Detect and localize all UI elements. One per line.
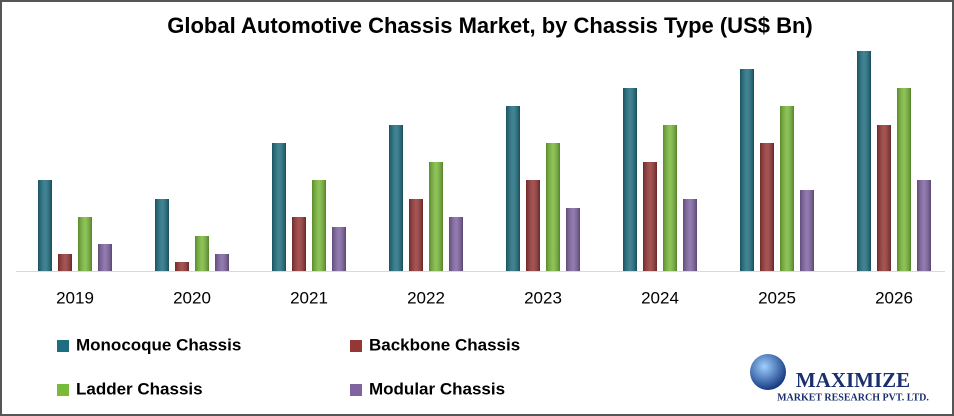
bar xyxy=(449,217,463,271)
legend-swatch xyxy=(350,384,362,396)
bar xyxy=(195,236,209,271)
bar xyxy=(332,227,346,271)
logo-subtitle: MARKET RESEARCH PVT. LTD. xyxy=(777,392,929,403)
logo-globe xyxy=(750,354,786,390)
x-tick-label: 2026 xyxy=(875,288,913,307)
x-tick-label: 2020 xyxy=(173,288,211,307)
bar xyxy=(663,125,677,271)
bar xyxy=(312,180,326,271)
bar xyxy=(409,199,423,271)
bar xyxy=(566,208,580,271)
legend-label: Backbone Chassis xyxy=(369,335,520,354)
legend-swatch xyxy=(350,340,362,352)
bar xyxy=(78,217,92,271)
bar xyxy=(58,254,72,271)
bar xyxy=(917,180,931,271)
legend-label: Modular Chassis xyxy=(369,379,505,398)
bar xyxy=(740,69,754,271)
x-tick-label: 2021 xyxy=(290,288,328,307)
legend-label: Ladder Chassis xyxy=(76,379,203,398)
bar xyxy=(546,143,560,271)
bar xyxy=(429,162,443,271)
bar xyxy=(389,125,403,271)
logo: MAXIMIZE MARKET RESEARCH PVT. LTD. xyxy=(750,354,929,403)
bar xyxy=(175,262,189,271)
bar xyxy=(760,143,774,271)
bar xyxy=(215,254,229,271)
bar xyxy=(877,125,891,271)
bar xyxy=(857,51,871,271)
bar xyxy=(526,180,540,271)
x-tick-label: 2025 xyxy=(758,288,796,307)
bar xyxy=(38,180,52,271)
bar xyxy=(98,244,112,271)
x-tick-label: 2023 xyxy=(524,288,562,307)
bar xyxy=(623,88,637,271)
bar xyxy=(780,106,794,271)
bar xyxy=(292,217,306,271)
legend-swatch xyxy=(57,340,69,352)
bar xyxy=(506,106,520,271)
x-tick-label: 2024 xyxy=(641,288,679,307)
bar xyxy=(683,199,697,271)
legend-swatch xyxy=(57,384,69,396)
x-tick-label: 2019 xyxy=(56,288,94,307)
logo-name: MAXIMIZE xyxy=(796,368,910,392)
bar xyxy=(897,88,911,271)
bar xyxy=(155,199,169,271)
x-tick-label: 2022 xyxy=(407,288,445,307)
chart-title: Global Automotive Chassis Market, by Cha… xyxy=(167,13,813,38)
bar xyxy=(800,190,814,271)
bar xyxy=(272,143,286,271)
legend-label: Monocoque Chassis xyxy=(76,335,241,354)
bar xyxy=(643,162,657,271)
